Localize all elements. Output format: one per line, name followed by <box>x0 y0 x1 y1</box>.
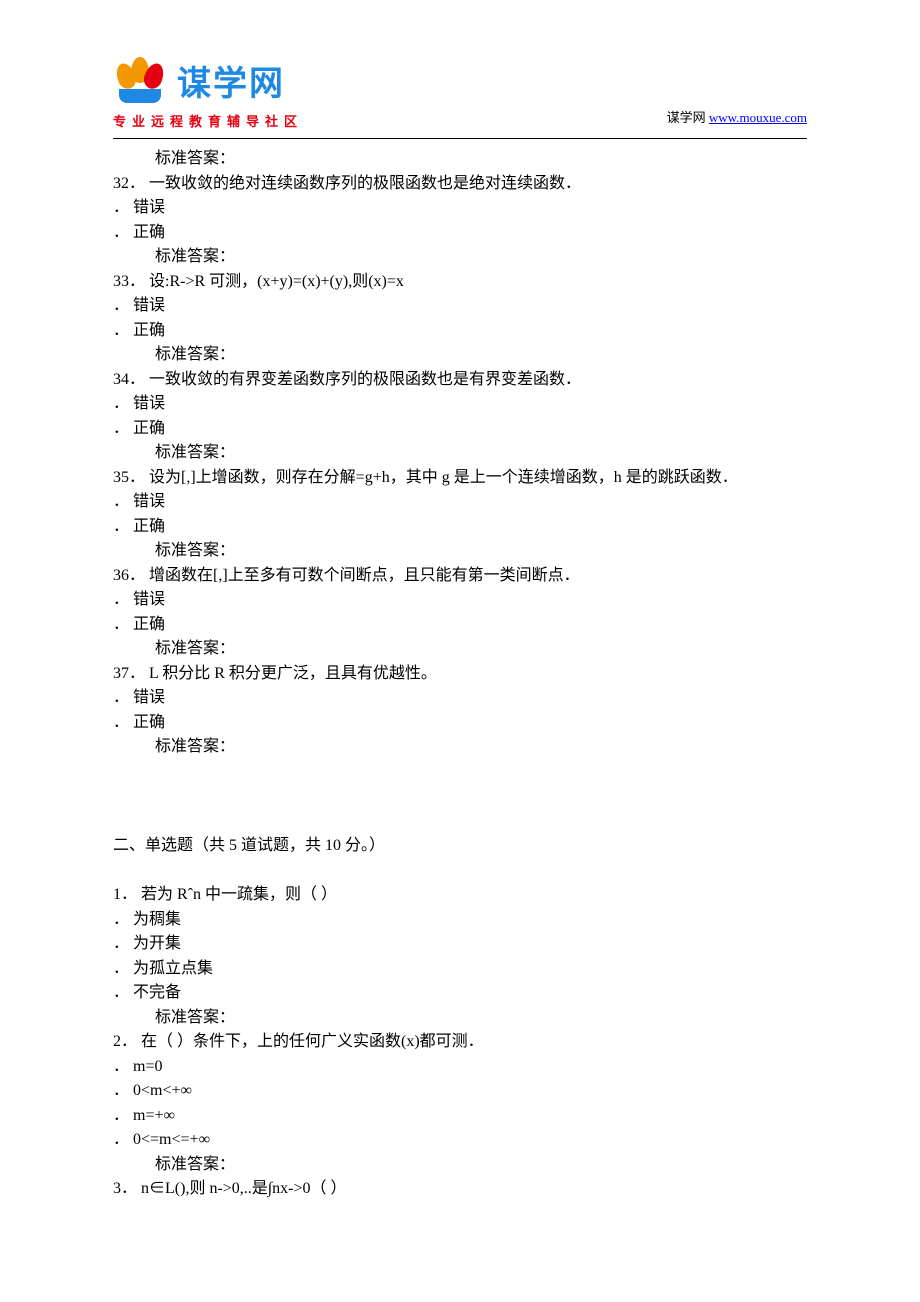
logo-block: 谋学网 专业远程教育辅导社区 <box>113 56 303 130</box>
answer-option: ． 正确 <box>113 319 807 344</box>
logo-row: 谋学网 <box>113 56 303 105</box>
question-number: 35． <box>113 469 149 486</box>
question-line: 35． 设为[,]上增函数，则存在分解=g+h，其中 g 是上一个连续增函数，h… <box>113 466 807 491</box>
question-text: 一致收敛的绝对连续函数序列的极限函数也是绝对连续函数． <box>149 175 581 192</box>
answer-option: ． 为开集 <box>113 932 807 957</box>
standard-answer-label: 标准答案： <box>113 1153 807 1178</box>
answer-option: ． 0<m<+∞ <box>113 1079 807 1104</box>
answer-option: ． 错误 <box>113 686 807 711</box>
question-line: 37． L 积分比 R 积分更广泛，且具有优越性。 <box>113 662 807 687</box>
question-line: 36． 增函数在[,]上至多有可数个间断点，且只能有第一类间断点． <box>113 564 807 589</box>
question-line: 3． n∈L(),则 n->0,..是∫nx->0（ ） <box>113 1177 807 1202</box>
question-line: 2． 在（ ）条件下，上的任何广义实函数(x)都可测． <box>113 1030 807 1055</box>
answer-option: ． 0<=m<=+∞ <box>113 1128 807 1153</box>
question-number: 34． <box>113 371 149 388</box>
question-number: 33． <box>113 273 149 290</box>
answer-option: ． 错误 <box>113 392 807 417</box>
answer-option: ． 正确 <box>113 417 807 442</box>
question-number: 36． <box>113 567 149 584</box>
question-number: 1． <box>113 886 141 903</box>
question-line: 34． 一致收敛的有界变差函数序列的极限函数也是有界变差函数． <box>113 368 807 393</box>
answer-option: ． m=+∞ <box>113 1104 807 1129</box>
question-text: 若为 Rˆn 中一疏集，则（ ） <box>141 886 337 903</box>
multiple-choice-section: 1． 若为 Rˆn 中一疏集，则（ ）． 为稠集． 为开集． 为孤立点集． 不完… <box>113 883 807 1202</box>
answer-option: ． 错误 <box>113 588 807 613</box>
answer-option: ． 错误 <box>113 196 807 221</box>
answer-option: ． 为孤立点集 <box>113 957 807 982</box>
logo-tagline: 专业远程教育辅导社区 <box>113 111 303 130</box>
question-text: n∈L(),则 n->0,..是∫nx->0（ ） <box>141 1180 347 1197</box>
standard-answer-label: 标准答案： <box>113 1006 807 1031</box>
answer-option: ． 正确 <box>113 613 807 638</box>
question-line: 33． 设:R->R 可测，(x+y)=(x)+(y),则(x)=x <box>113 270 807 295</box>
logo-main-text: 谋学网 <box>177 56 285 105</box>
logo-text: 谋学网 <box>177 56 285 105</box>
header-link[interactable]: www.mouxue.com <box>709 110 807 125</box>
section-2-title: 二、单选题（共 5 道试题，共 10 分。） <box>113 834 807 859</box>
answer-option: ． 不完备 <box>113 981 807 1006</box>
question-text: 在（ ）条件下，上的任何广义实函数(x)都可测． <box>141 1033 484 1050</box>
standard-answer-label: 标准答案： <box>113 245 807 270</box>
question-number: 3． <box>113 1180 141 1197</box>
question-line: 1． 若为 Rˆn 中一疏集，则（ ） <box>113 883 807 908</box>
question-number: 32． <box>113 175 149 192</box>
answer-option: ． 正确 <box>113 515 807 540</box>
question-number: 37． <box>113 665 149 682</box>
question-line: 32． 一致收敛的绝对连续函数序列的极限函数也是绝对连续函数． <box>113 172 807 197</box>
pre-answer-label: 标准答案： <box>113 147 807 172</box>
true-false-section: 32． 一致收敛的绝对连续函数序列的极限函数也是绝对连续函数．． 错误． 正确标… <box>113 172 807 760</box>
header-right: 谋学网 www.mouxue.com <box>667 107 807 130</box>
question-text: L 积分比 R 积分更广泛，且具有优越性。 <box>149 665 437 682</box>
standard-answer-label: 标准答案： <box>113 637 807 662</box>
answer-option: ． 为稠集 <box>113 908 807 933</box>
question-text: 一致收敛的有界变差函数序列的极限函数也是有界变差函数． <box>149 371 581 388</box>
standard-answer-label: 标准答案： <box>113 539 807 564</box>
document-content: 标准答案： 32． 一致收敛的绝对连续函数序列的极限函数也是绝对连续函数．． 错… <box>0 139 920 1202</box>
page-header: 谋学网 专业远程教育辅导社区 谋学网 www.mouxue.com <box>0 0 920 130</box>
answer-option: ． 错误 <box>113 294 807 319</box>
answer-option: ． 正确 <box>113 711 807 736</box>
question-text: 增函数在[,]上至多有可数个间断点，且只能有第一类间断点． <box>149 567 580 584</box>
question-text: 设:R->R 可测，(x+y)=(x)+(y),则(x)=x <box>149 273 404 290</box>
question-text: 设为[,]上增函数，则存在分解=g+h，其中 g 是上一个连续增函数，h 是的跳… <box>149 469 738 486</box>
standard-answer-label: 标准答案： <box>113 343 807 368</box>
answer-option: ． 正确 <box>113 221 807 246</box>
standard-answer-label: 标准答案： <box>113 735 807 760</box>
standard-answer-label: 标准答案： <box>113 441 807 466</box>
answer-option: ． 错误 <box>113 490 807 515</box>
logo-icon <box>113 57 169 105</box>
question-number: 2． <box>113 1033 141 1050</box>
answer-option: ． m=0 <box>113 1055 807 1080</box>
header-right-label: 谋学网 <box>667 110 706 125</box>
